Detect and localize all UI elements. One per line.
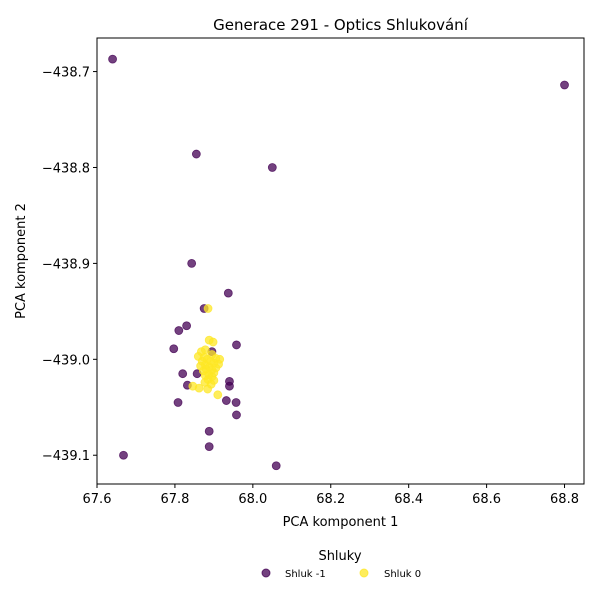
data-point-shluk-0: [203, 304, 213, 313]
x-axis-label: PCA komponent 1: [283, 515, 399, 530]
data-point-shluk-minus-1: [187, 258, 197, 268]
legend-title: Shluky: [318, 549, 361, 564]
data-point-shluk-minus-1: [231, 398, 241, 407]
x-tick-label: 67.6: [83, 492, 112, 507]
data-point-shluk-0: [203, 384, 213, 394]
data-point-shluk-minus-1: [182, 321, 192, 331]
x-tick-label: 68.8: [550, 492, 579, 507]
data-point-shluk-minus-1: [174, 326, 184, 335]
y-axis-ticks: −438.7 −438.8 −438.9 −439.0 −439.1: [42, 66, 97, 464]
x-tick-label: 68.0: [238, 492, 267, 507]
plot-frame: [96, 37, 585, 485]
legend-marker-shluk-minus-1: [261, 568, 271, 578]
data-point-shluk-minus-1: [178, 369, 188, 379]
x-tick-label: 68.4: [394, 492, 423, 507]
data-point-shluk-minus-1: [204, 442, 214, 451]
data-point-shluk-minus-1: [119, 450, 128, 460]
data-point-shluk-minus-1: [191, 149, 201, 159]
data-point-shluk-minus-1: [560, 80, 569, 90]
y-tick-label: −439.0: [42, 353, 90, 368]
x-tick-label: 68.6: [472, 492, 501, 507]
data-point-shluk-minus-1: [271, 461, 281, 471]
data-point-shluk-minus-1: [204, 426, 214, 436]
y-axis-label: PCA komponent 2: [14, 203, 29, 319]
x-tick-label: 68.2: [316, 492, 345, 507]
legend-marker-shluk-0: [359, 568, 369, 578]
x-axis-ticks: 67.6 67.8 68.0 68.2 68.4 68.6 68.8: [83, 484, 579, 507]
y-tick-label: −438.7: [42, 66, 90, 81]
x-tick-label: 67.8: [160, 492, 189, 507]
data-point-shluk-minus-1: [232, 340, 241, 350]
data-point-shluk-0: [208, 337, 218, 347]
y-tick-label: −438.8: [42, 161, 90, 176]
legend: Shluky Shluk -1 Shluk 0: [261, 549, 421, 580]
data-point-shluk-minus-1: [232, 410, 241, 420]
y-tick-label: −439.1: [42, 449, 90, 464]
points-layer: [108, 54, 569, 471]
data-point-shluk-minus-1: [223, 288, 233, 298]
data-point-shluk-0: [194, 383, 204, 393]
data-point-shluk-minus-1: [173, 398, 183, 407]
data-point-shluk-minus-1: [108, 54, 117, 64]
data-point-shluk-minus-1: [267, 163, 277, 172]
data-point-shluk-minus-1: [221, 396, 231, 405]
data-point-shluk-minus-1: [225, 381, 234, 391]
chart-title: Generace 291 - Optics Shlukování: [213, 16, 469, 34]
legend-label-shluk-minus-1: Shluk -1: [285, 569, 326, 580]
data-point-shluk-minus-1: [169, 344, 179, 354]
data-point-shluk-0: [213, 390, 223, 400]
y-tick-label: −438.9: [42, 257, 90, 272]
legend-label-shluk-0: Shluk 0: [384, 569, 421, 580]
